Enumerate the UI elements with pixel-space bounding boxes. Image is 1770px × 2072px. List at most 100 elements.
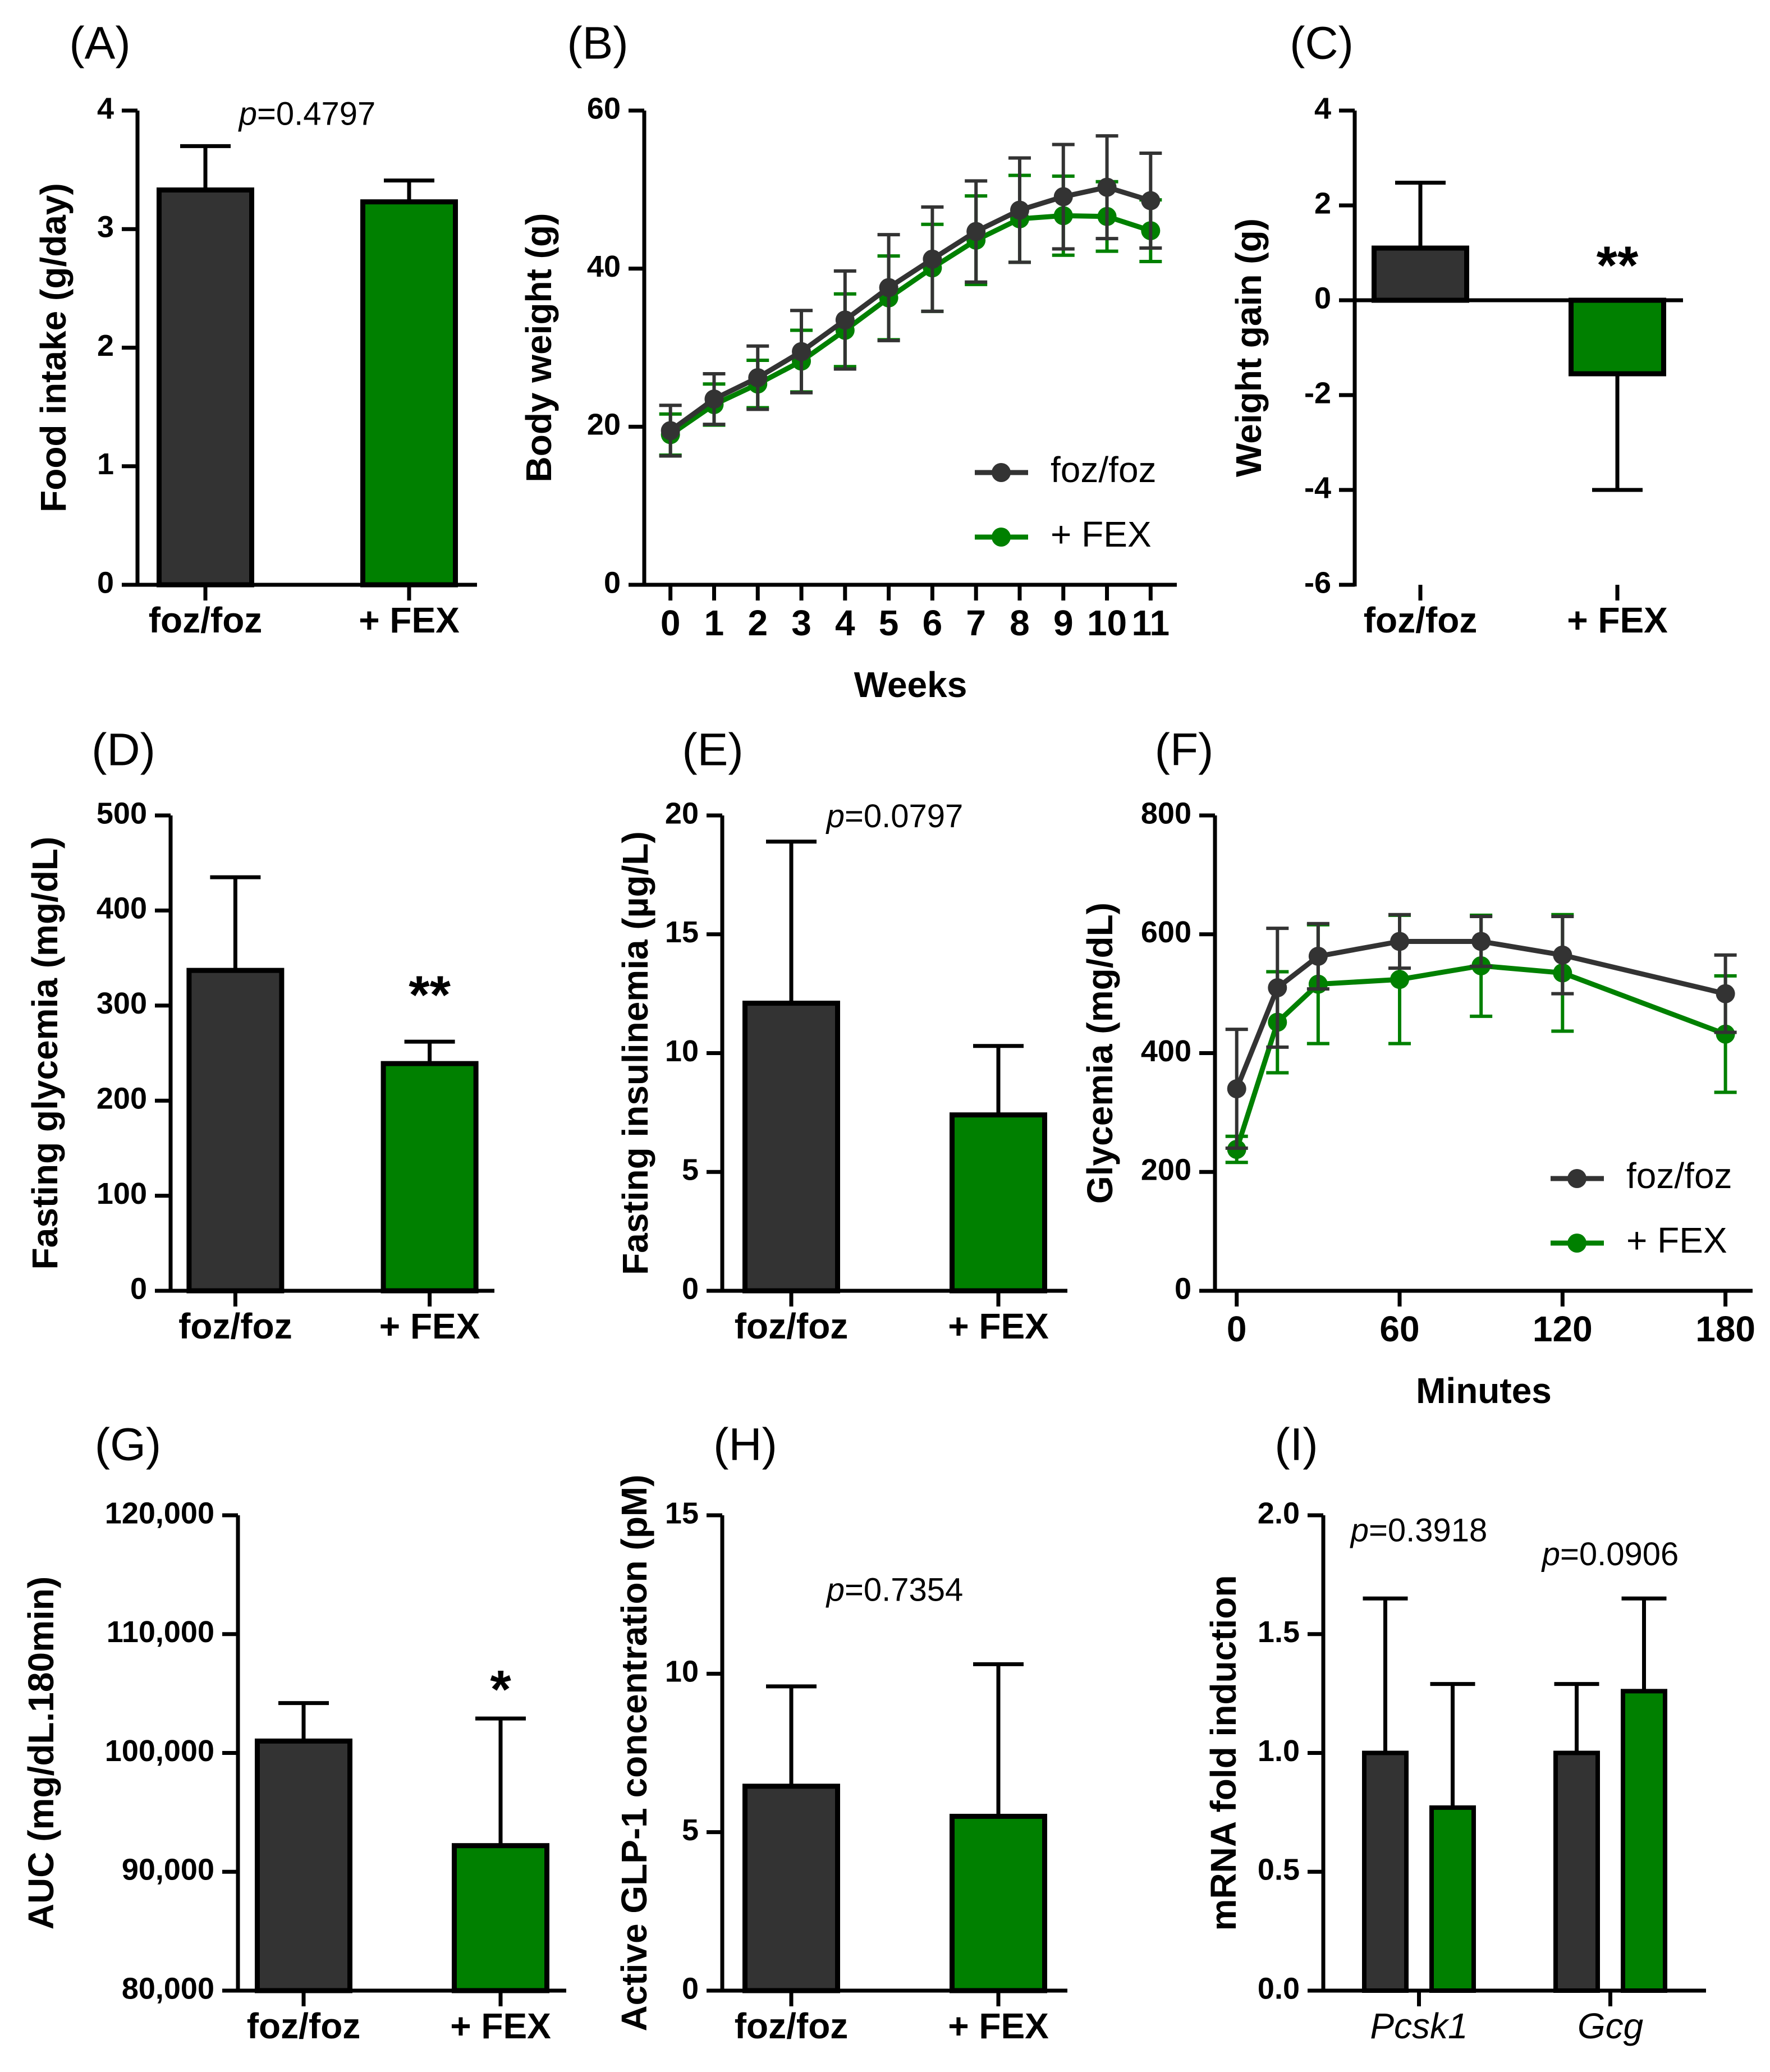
x-tick-label: 120	[1533, 1309, 1593, 1349]
panel-h: (H) 0 5 10 15 Active GLP-1 concentration (pM)…	[614, 1419, 1067, 2046]
data-point	[1471, 932, 1491, 951]
x-category-label: + FEX	[450, 2006, 551, 2046]
y-tick-label: 0	[97, 566, 114, 599]
bar-1	[950, 1112, 1047, 1294]
x-category-label: Gcg	[1578, 2006, 1644, 2046]
legend-marker	[992, 528, 1011, 547]
y-tick-label: 0	[682, 1972, 699, 2005]
x-tick-label: 180	[1695, 1309, 1755, 1349]
y-axis-title: Glycemia (mg/dL)	[1080, 902, 1120, 1204]
panel-f: (F) 0 200 400 600 800 Glycemia (mg/dL) 0 60 120 18…	[1080, 725, 1755, 1411]
x-tick-label: 11	[1131, 603, 1170, 643]
y-tick-label: 0.5	[1258, 1853, 1300, 1887]
p-value: =0.3918	[1369, 1512, 1487, 1549]
bar-gcg-0	[1553, 1750, 1600, 1993]
x-category-label: + FEX	[948, 1306, 1049, 1346]
y-tick-label: 40	[587, 250, 621, 283]
data-point	[748, 368, 768, 388]
x-category-label: foz/foz	[735, 2006, 849, 2046]
data-point	[1390, 970, 1410, 989]
x-category-label: + FEX	[948, 2006, 1049, 2046]
panel-c: (C) -6 -4 -2 0 2 4 Weight gain (g) foz/foz + FEX *…	[1228, 18, 1683, 640]
panel-d: (D) 0 100 200 300 400 500 Fasting glycemia (mg/…	[25, 725, 494, 1346]
y-tick-label: 5	[682, 1813, 699, 1847]
y-axis-title: AUC (mg/dL.180min)	[21, 1576, 61, 1929]
bar-1	[380, 1061, 479, 1294]
data-point	[661, 421, 680, 441]
bar-1	[950, 1813, 1047, 1993]
x-tick-label: 6	[923, 603, 943, 643]
p-value-annotation: p=0.7354	[826, 1571, 964, 1608]
bar-1	[360, 199, 458, 588]
significance-stars: **	[409, 965, 451, 1025]
y-tick-label: 0	[604, 566, 621, 599]
bar-1	[452, 1843, 549, 1993]
panel-label: (F)	[1155, 725, 1214, 776]
data-point	[1010, 200, 1029, 220]
bar-0	[742, 1001, 840, 1294]
legend-marker	[992, 463, 1011, 482]
y-tick-label: 1.5	[1258, 1615, 1300, 1649]
bar-gcg-1	[1621, 1689, 1667, 1993]
panel-label: (D)	[91, 725, 155, 776]
y-tick-label: 2	[97, 329, 114, 363]
data-point	[1227, 1079, 1246, 1099]
legend-label: + FEX	[1626, 1220, 1727, 1260]
x-category-label: + FEX	[359, 600, 460, 640]
x-tick-label: 0	[661, 603, 681, 643]
y-tick-label: 20	[587, 408, 621, 442]
x-tick-label: 1	[704, 603, 724, 643]
panel-label: (B)	[567, 18, 628, 69]
y-axis-title: mRNA fold induction	[1203, 1575, 1244, 1931]
panel-g: (G) 80,000 90,000 100,000 110,000 120,000 AUC …	[21, 1419, 566, 2046]
data-point	[1716, 1024, 1735, 1044]
x-tick-label: 7	[966, 603, 986, 643]
panel-a: (A) 0 1 2 3 4 Food intake (g/day) foz/foz + FEX p…	[33, 18, 477, 640]
bar-1	[1569, 297, 1666, 377]
legend-label: foz/foz	[1051, 450, 1157, 490]
data-point	[1097, 177, 1117, 197]
y-tick-label: 5	[682, 1153, 699, 1187]
y-tick-label: 800	[1141, 796, 1191, 830]
bar-0	[742, 1784, 840, 1993]
p-symbol: p	[826, 1571, 845, 1608]
legend-marker	[1567, 1169, 1586, 1188]
bar-0	[1372, 245, 1469, 303]
data-point	[1268, 978, 1287, 998]
y-tick-label: 4	[1314, 91, 1331, 125]
y-tick-label: 0.0	[1258, 1972, 1300, 2005]
p-value-annotation: p=0.3918	[1350, 1512, 1488, 1549]
data-point	[1053, 187, 1073, 207]
y-axis-title: Weight gain (g)	[1228, 218, 1269, 477]
data-point	[1553, 945, 1572, 965]
y-tick-label: 600	[1141, 915, 1191, 949]
x-tick-label: 0	[1227, 1309, 1247, 1349]
x-category-label: foz/foz	[178, 1306, 292, 1346]
x-category-label: foz/foz	[1364, 600, 1478, 640]
y-tick-label: 10	[665, 1655, 699, 1689]
data-point	[704, 389, 724, 409]
data-point	[1141, 191, 1161, 210]
y-tick-label: 500	[97, 796, 147, 830]
y-tick-label: 4	[97, 91, 114, 125]
x-category-label: foz/foz	[735, 1306, 849, 1346]
significance-stars: **	[1597, 235, 1639, 295]
y-tick-label: 400	[97, 892, 147, 925]
x-tick-label: 9	[1053, 603, 1074, 643]
y-tick-label: 2	[1314, 186, 1331, 220]
y-axis-title: Food intake (g/day)	[33, 183, 74, 512]
x-tick-label: 4	[835, 603, 855, 643]
p-symbol: p	[1350, 1512, 1369, 1549]
y-tick-label: 0	[130, 1272, 147, 1305]
y-tick-label: 3	[97, 210, 114, 244]
y-tick-label: 200	[1141, 1153, 1191, 1187]
data-point	[1390, 932, 1410, 951]
bar-pcsk1-1	[1429, 1805, 1476, 1993]
x-tick-label: 2	[748, 603, 768, 643]
significance-stars: *	[490, 1660, 511, 1720]
y-tick-label: 110,000	[107, 1615, 214, 1649]
data-point	[1716, 984, 1735, 1003]
y-tick-label: 100,000	[105, 1734, 214, 1768]
